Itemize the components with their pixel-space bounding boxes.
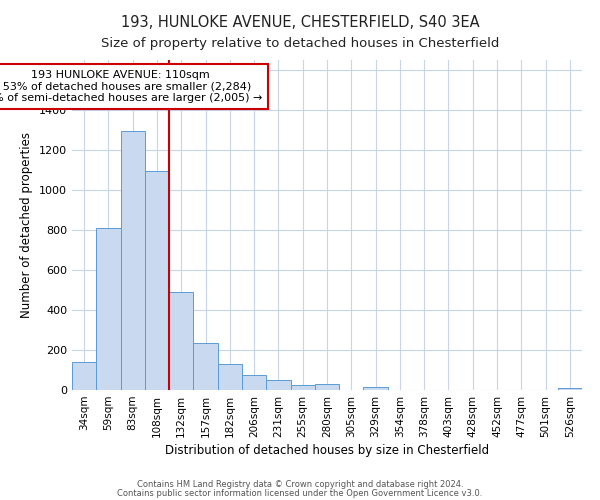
Bar bbox=[266, 380, 290, 390]
Text: Contains public sector information licensed under the Open Government Licence v3: Contains public sector information licen… bbox=[118, 488, 482, 498]
Y-axis label: Number of detached properties: Number of detached properties bbox=[20, 132, 34, 318]
Text: Size of property relative to detached houses in Chesterfield: Size of property relative to detached ho… bbox=[101, 38, 499, 51]
Bar bbox=[558, 388, 582, 390]
Bar bbox=[145, 171, 169, 390]
Bar bbox=[96, 228, 121, 390]
Bar bbox=[72, 362, 96, 390]
Bar bbox=[169, 292, 193, 390]
Bar bbox=[242, 375, 266, 390]
X-axis label: Distribution of detached houses by size in Chesterfield: Distribution of detached houses by size … bbox=[165, 444, 489, 457]
Bar bbox=[364, 387, 388, 390]
Bar bbox=[193, 343, 218, 390]
Text: Contains HM Land Registry data © Crown copyright and database right 2024.: Contains HM Land Registry data © Crown c… bbox=[137, 480, 463, 489]
Bar bbox=[290, 385, 315, 390]
Text: 193 HUNLOKE AVENUE: 110sqm
← 53% of detached houses are smaller (2,284)
46% of s: 193 HUNLOKE AVENUE: 110sqm ← 53% of deta… bbox=[0, 70, 262, 103]
Bar bbox=[315, 384, 339, 390]
Bar bbox=[121, 131, 145, 390]
Bar bbox=[218, 364, 242, 390]
Text: 193, HUNLOKE AVENUE, CHESTERFIELD, S40 3EA: 193, HUNLOKE AVENUE, CHESTERFIELD, S40 3… bbox=[121, 15, 479, 30]
